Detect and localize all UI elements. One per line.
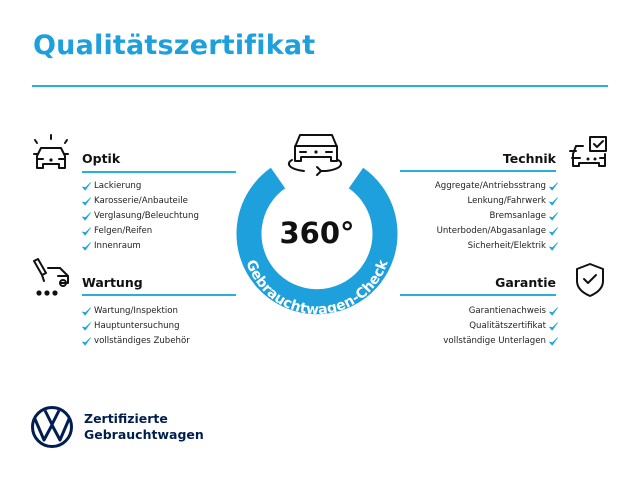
- footer-brand-text: Zertifizierte Gebrauchtwagen: [84, 411, 204, 443]
- list-item-label: Garantienachweis: [468, 306, 546, 316]
- check-icon: [549, 182, 558, 191]
- shield-check-icon: [576, 263, 604, 297]
- list-item-label: Karosserie/Anbauteile: [94, 196, 188, 206]
- list-item: Felgen/Reifen: [82, 224, 199, 239]
- list-item-label: Qualitätszertifikat: [469, 321, 546, 331]
- footer-line-1: Zertifizierte: [84, 411, 168, 426]
- section-divider: [400, 170, 556, 172]
- check-icon: [82, 242, 91, 251]
- list-item-label: Innenraum: [94, 241, 141, 251]
- list-item-label: Unterboden/Abgasanlage: [436, 226, 546, 236]
- list-item-label: Hauptuntersuchung: [94, 321, 180, 331]
- list-item: Innenraum: [82, 239, 199, 254]
- list-item-label: Sicherheit/Elektrik: [467, 241, 546, 251]
- check-icon: [549, 212, 558, 221]
- technik-list: Aggregate/Antriebsstrang Lenkung/Fahrwerk…: [435, 179, 558, 254]
- page-title: Qualitätszertifikat: [33, 30, 316, 61]
- section-heading-garantie: Garantie: [495, 275, 556, 290]
- section-divider: [82, 171, 236, 173]
- section-heading-technik: Technik: [502, 151, 556, 166]
- vw-logo: [31, 406, 73, 448]
- list-item-label: Lenkung/Fahrwerk: [467, 196, 546, 206]
- list-item: Karosserie/Anbauteile: [82, 194, 199, 209]
- wartung-list: Wartung/Inspektion Hauptuntersuchung volls…: [82, 304, 190, 349]
- list-item: Lenkung/Fahrwerk: [435, 194, 558, 209]
- check-icon: [549, 322, 558, 331]
- list-item: Lackierung: [82, 179, 199, 194]
- section-divider: [82, 294, 236, 296]
- badge-degrees: 360°: [279, 216, 354, 250]
- rotating-car-icon: [287, 134, 343, 176]
- list-item-label: Bremsanlage: [489, 211, 547, 221]
- list-item: vollständige Unterlagen: [443, 334, 558, 349]
- check-icon: [82, 212, 91, 221]
- garantie-list: Garantienachweis Qualitätszertifikat volls…: [443, 304, 558, 349]
- list-item: Aggregate/Antriebsstrang: [435, 179, 558, 194]
- service-car-icon: [33, 258, 69, 296]
- list-item: vollständiges Zubehör: [82, 334, 190, 349]
- check-icon: [82, 227, 91, 236]
- car-lights-icon: [33, 134, 69, 169]
- list-item-label: Felgen/Reifen: [94, 226, 153, 236]
- list-item: Verglasung/Beleuchtung: [82, 209, 199, 224]
- list-item: Bremsanlage: [435, 209, 558, 224]
- check-icon: [549, 197, 558, 206]
- list-item-label: Lackierung: [94, 181, 142, 191]
- title-divider: [32, 85, 608, 87]
- check-icon: [82, 182, 91, 191]
- section-heading-optik: Optik: [82, 151, 121, 166]
- list-item: Wartung/Inspektion: [82, 304, 190, 319]
- check-icon: [82, 307, 91, 316]
- list-item-label: vollständige Unterlagen: [443, 336, 546, 346]
- check-icon: [549, 227, 558, 236]
- list-item-label: Wartung/Inspektion: [94, 306, 178, 316]
- section-divider: [400, 294, 556, 296]
- list-item: Sicherheit/Elektrik: [435, 239, 558, 254]
- list-item-label: Verglasung/Beleuchtung: [94, 211, 199, 221]
- section-heading-wartung: Wartung: [82, 275, 143, 290]
- check-icon: [82, 197, 91, 206]
- footer-line-2: Gebrauchtwagen: [84, 427, 204, 442]
- list-item: Qualitätszertifikat: [443, 319, 558, 334]
- list-item-label: vollständiges Zubehör: [94, 336, 190, 346]
- check-icon: [82, 322, 91, 331]
- check-icon: [549, 307, 558, 316]
- list-item-label: Aggregate/Antriebsstrang: [434, 181, 546, 191]
- optik-list: Lackierung Karosserie/Anbauteile Verglasun…: [82, 179, 199, 254]
- check-icon: [549, 242, 558, 251]
- car-checklist-icon: [569, 136, 607, 167]
- check-icon: [82, 337, 91, 346]
- list-item: Hauptuntersuchung: [82, 319, 190, 334]
- list-item: Unterboden/Abgasanlage: [435, 224, 558, 239]
- check-icon: [549, 337, 558, 346]
- badge-ring: [236, 167, 398, 315]
- list-item: Garantienachweis: [443, 304, 558, 319]
